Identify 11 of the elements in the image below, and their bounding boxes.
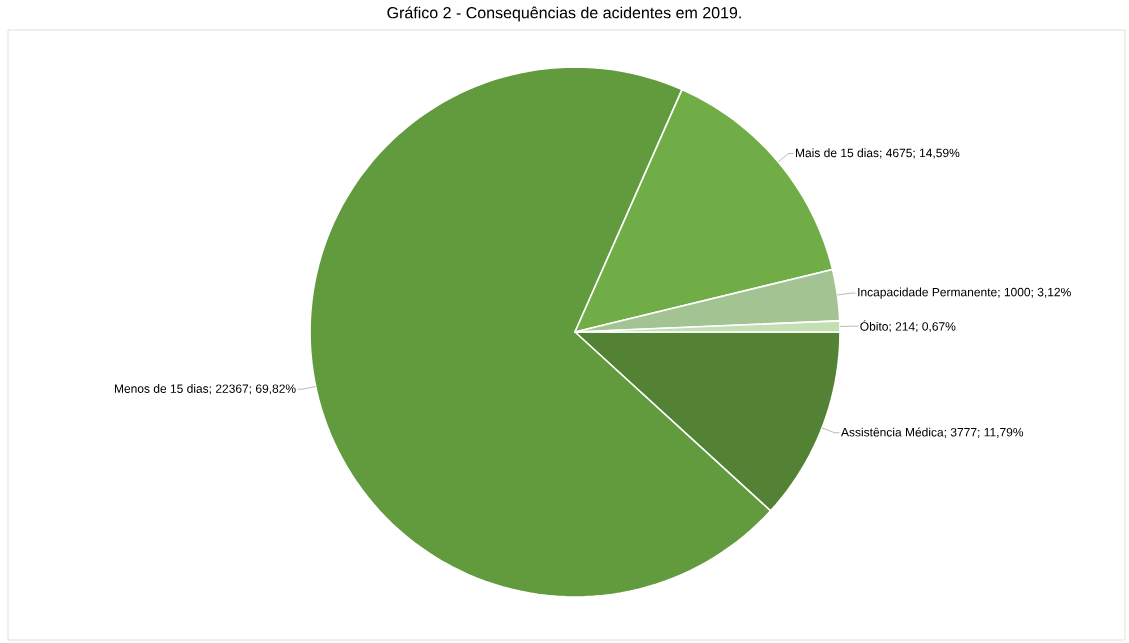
data-label: ; 214; 0,67% <box>889 322 956 333</box>
data-label: ; 1000; 3,12% <box>998 287 1071 298</box>
slice-label: Assistência Médica <box>841 427 944 437</box>
slice-label: Mais de 15 dias <box>796 148 879 158</box>
data-label: ; 22367; 69,82% <box>209 384 296 395</box>
slice-label: Óbito <box>860 320 888 331</box>
slice-label: Incapacidade Permanente <box>858 287 997 299</box>
data-label: ; 3777; 11,79% <box>944 427 1024 438</box>
chart-title: Gráfico 2 - Consequências de acidentes em 2019. <box>387 6 741 22</box>
data-label: ; 4675; 14,59% <box>880 148 960 159</box>
slice-label: Menos de 15 dias <box>114 384 209 393</box>
